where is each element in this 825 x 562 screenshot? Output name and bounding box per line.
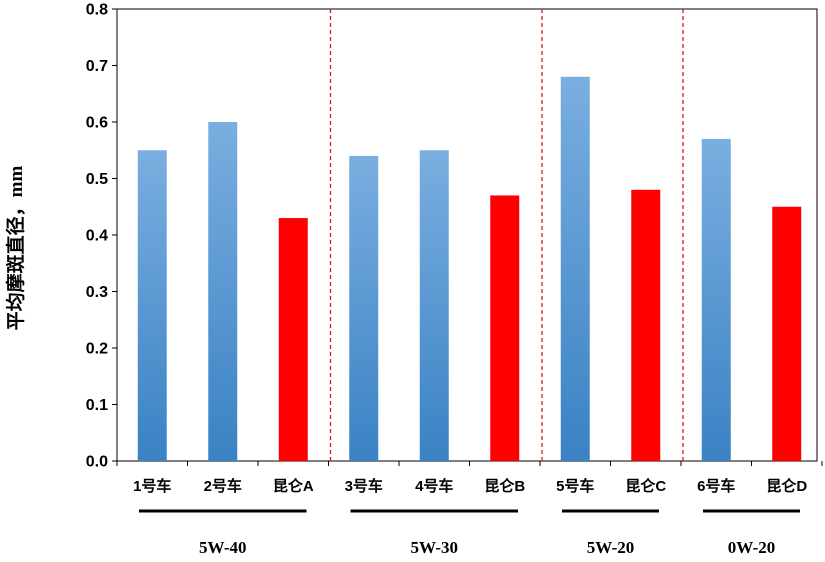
x-axis: 1号车 2号车 昆仑A 3号车 4号车 昆仑B 5号车 昆仑C 6号车 昆仑D (116, 461, 823, 495)
x-category-label: 3号车 (345, 477, 383, 495)
y-tick-label: 0.6 (86, 115, 108, 132)
bar-7 (560, 76, 590, 462)
x-category-label: 昆仑B (484, 477, 525, 495)
bars (137, 76, 802, 462)
bar-3 (278, 218, 308, 461)
x-category-label: 6号车 (697, 477, 735, 495)
y-tick-label: 0.4 (86, 228, 108, 245)
bar-6 (490, 195, 520, 461)
x-category-label: 2号车 (204, 477, 242, 495)
bar-9 (701, 138, 731, 461)
group-label: 0W-20 (728, 538, 776, 557)
x-category-label: 5号车 (556, 477, 594, 495)
x-category-label: 昆仑C (625, 477, 666, 495)
x-category-label: 昆仑A (273, 477, 314, 495)
x-category-label: 4号车 (415, 477, 453, 495)
y-tick-label: 0.8 (86, 2, 108, 19)
y-tick-label: 0.1 (86, 397, 108, 414)
y-tick-label: 0.3 (86, 284, 108, 301)
bar-4 (349, 155, 379, 461)
bar-10 (772, 206, 802, 461)
bar-2 (208, 122, 238, 461)
y-tick-label: 0.0 (86, 454, 108, 471)
y-axis-title: 平均摩斑直径，mm (4, 166, 27, 331)
bar-1 (137, 150, 167, 461)
x-category-label: 1号车 (133, 477, 171, 495)
x-category-label: 昆仑D (766, 477, 807, 495)
group-dividers (329, 9, 684, 461)
group-label: 5W-40 (199, 538, 247, 557)
group-label: 5W-30 (410, 538, 458, 557)
y-tick-label: 0.5 (86, 171, 108, 188)
y-tick-label: 0.2 (86, 341, 108, 358)
bar-8 (631, 189, 661, 462)
group-labels: 5W-40 5W-30 5W-20 0W-20 (139, 509, 800, 557)
group-label: 5W-20 (587, 538, 635, 557)
bar-5 (419, 150, 449, 461)
y-tick-label: 0.7 (86, 58, 108, 75)
y-axis: 0.0 0.1 0.2 0.3 0.4 0.5 0.6 0.7 0.8 (86, 2, 117, 471)
